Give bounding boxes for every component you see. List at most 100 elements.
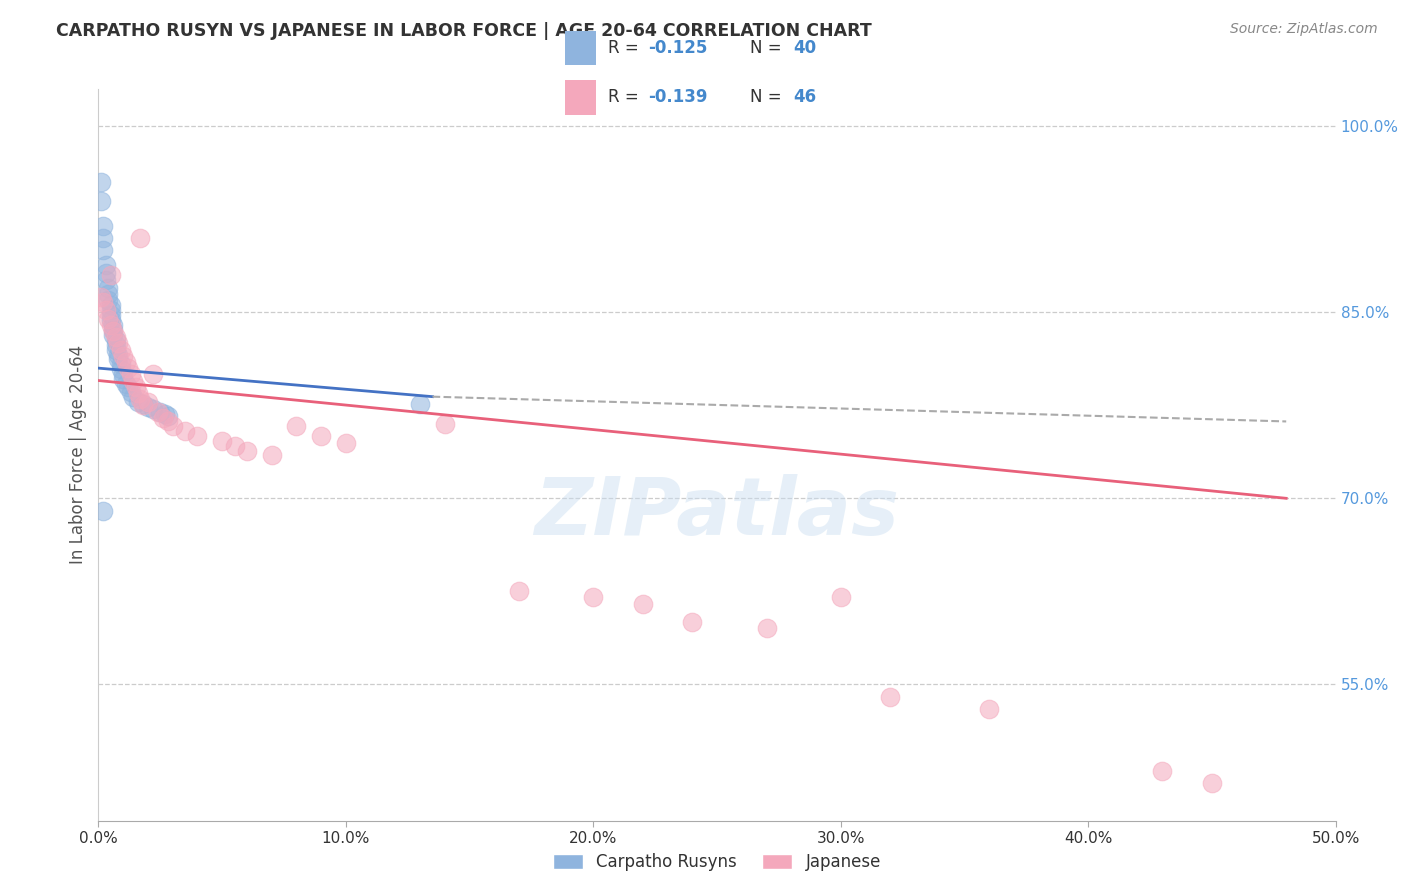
Text: N =: N =	[751, 88, 787, 106]
Point	[100, 318, 122, 332]
Text: -0.139: -0.139	[648, 88, 707, 106]
Text: CARPATHO RUSYN VS JAPANESE IN LABOR FORCE | AGE 20-64 CORRELATION CHART: CARPATHO RUSYN VS JAPANESE IN LABOR FORC…	[56, 22, 872, 40]
Point	[186, 429, 208, 443]
Point	[1152, 764, 1174, 778]
Y-axis label: In Labor Force | Age 20-64: In Labor Force | Age 20-64	[69, 345, 87, 565]
Point	[100, 268, 122, 282]
Legend: Carpatho Rusyns, Japanese: Carpatho Rusyns, Japanese	[547, 847, 887, 878]
Point	[120, 368, 142, 382]
Point	[132, 398, 155, 412]
Point	[122, 390, 145, 404]
Point	[103, 327, 125, 342]
Point	[112, 372, 135, 386]
Point	[97, 293, 120, 307]
Point	[103, 324, 125, 338]
Point	[1201, 776, 1223, 790]
Point	[755, 622, 778, 636]
Point	[100, 298, 122, 312]
Point	[155, 407, 177, 421]
Point	[90, 175, 112, 189]
Point	[129, 231, 152, 245]
Point	[110, 343, 132, 357]
Point	[94, 258, 117, 272]
Point	[100, 308, 122, 322]
Point	[631, 597, 654, 611]
Point	[156, 414, 179, 428]
Point	[110, 358, 132, 372]
Point	[94, 266, 117, 280]
Point	[409, 397, 432, 411]
Point	[879, 690, 901, 704]
Point	[152, 410, 174, 425]
Point	[127, 386, 149, 401]
Text: ZIPatlas: ZIPatlas	[534, 475, 900, 552]
Text: 46: 46	[793, 88, 817, 106]
Bar	[565, 79, 596, 114]
Point	[107, 352, 129, 367]
Point	[224, 439, 246, 453]
Point	[433, 417, 456, 431]
Point	[97, 286, 120, 301]
Point	[112, 368, 135, 382]
Point	[142, 368, 165, 382]
Text: Source: ZipAtlas.com: Source: ZipAtlas.com	[1230, 22, 1378, 37]
Point	[100, 313, 122, 327]
Point	[117, 361, 139, 376]
Point	[114, 377, 136, 392]
Point	[90, 290, 112, 304]
Point	[107, 336, 129, 351]
Point	[94, 302, 117, 317]
Point	[142, 402, 165, 417]
Point	[285, 419, 308, 434]
Text: N =: N =	[751, 39, 787, 57]
Point	[124, 380, 146, 394]
Text: 40: 40	[793, 39, 817, 57]
Text: R =: R =	[607, 88, 644, 106]
Point	[112, 349, 135, 363]
Point	[132, 397, 155, 411]
Text: -0.125: -0.125	[648, 39, 707, 57]
Point	[97, 280, 120, 294]
Point	[94, 273, 117, 287]
Point	[93, 244, 115, 258]
Point	[309, 429, 332, 443]
Point	[174, 425, 197, 439]
Point	[93, 504, 115, 518]
Point	[103, 318, 125, 332]
Point	[120, 384, 142, 399]
Point	[104, 333, 127, 347]
Point	[136, 394, 159, 409]
Point	[582, 591, 605, 605]
Point	[681, 615, 703, 630]
Point	[162, 419, 184, 434]
Point	[122, 374, 145, 388]
Point	[335, 435, 357, 450]
Point	[93, 231, 115, 245]
Point	[117, 380, 139, 394]
Point	[110, 362, 132, 376]
Point	[93, 295, 115, 310]
Point	[104, 337, 127, 351]
Point	[127, 394, 149, 409]
Point	[979, 702, 1001, 716]
Point	[260, 448, 283, 462]
Point	[129, 392, 152, 406]
Point	[104, 343, 127, 357]
Point	[830, 591, 852, 605]
Point	[107, 347, 129, 361]
Point	[97, 311, 120, 326]
Point	[211, 434, 233, 449]
Point	[104, 330, 127, 344]
Text: R =: R =	[607, 39, 644, 57]
Point	[149, 404, 172, 418]
Point	[100, 302, 122, 317]
Point	[136, 400, 159, 414]
Point	[90, 194, 112, 208]
Point	[93, 219, 115, 233]
Point	[236, 444, 259, 458]
Point	[508, 584, 530, 599]
Point	[146, 404, 169, 418]
Point	[114, 355, 136, 369]
Point	[103, 323, 125, 337]
Bar	[565, 30, 596, 65]
